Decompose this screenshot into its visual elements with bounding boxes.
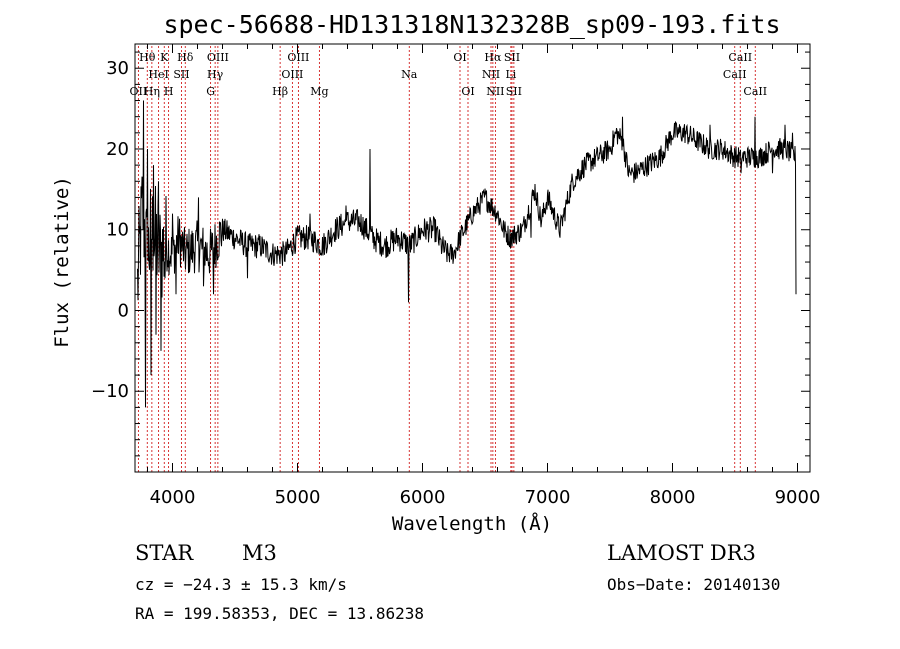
spectral-line-label: H — [164, 85, 174, 98]
x-tick-label: 7000 — [525, 487, 571, 508]
spectral-line-label: SII — [504, 51, 520, 64]
survey-name: LAMOST DR3 — [607, 541, 756, 565]
spectral-line-label: Hθ — [139, 51, 156, 64]
spectral-line-label: NII — [482, 68, 500, 81]
x-tick-label: 9000 — [775, 487, 821, 508]
y-tick-label: 10 — [106, 220, 129, 241]
obs-date-text: Obs−Date: 20140130 — [607, 575, 780, 594]
x-tick-label: 4000 — [150, 487, 196, 508]
spectral-line-label: K — [160, 51, 169, 64]
x-axis-ticks: 4000 5000 6000 7000 8000 9000 — [147, 44, 821, 508]
coordinates-text: RA = 199.58353, DEC = 13.86238 — [135, 604, 424, 623]
spectral-line-label: Hδ — [177, 51, 194, 64]
spectral-line-label: HeI — [148, 68, 168, 81]
y-tick-label: −10 — [91, 381, 129, 402]
spectral-line-label: Li — [505, 68, 516, 81]
spectral-line-label: Na — [401, 68, 418, 81]
spectral-line-label: SII — [506, 85, 522, 98]
y-tick-label: 0 — [118, 300, 129, 321]
object-class: STAR — [135, 541, 194, 565]
spectral-line-label: NII — [486, 85, 504, 98]
y-axis-ticks: −10 0 10 20 30 — [91, 51, 810, 457]
spectral-line-label: OI — [453, 51, 466, 64]
spectral-line-label: Mg — [310, 85, 328, 98]
spectral-line-label: CaII — [728, 51, 752, 64]
spectral-line-label: SII — [173, 68, 189, 81]
y-axis-label: Flux (relative) — [51, 176, 73, 348]
y-tick-label: 30 — [106, 58, 129, 79]
x-axis-label: Wavelength (Å) — [392, 512, 552, 535]
plot-frame — [134, 43, 811, 473]
y-tick-label: 20 — [106, 139, 129, 160]
spectral-line-label: OII — [130, 85, 148, 98]
spectral-line-label: Hγ — [207, 68, 224, 81]
object-subclass: M3 — [242, 541, 277, 565]
spectral-line-label: Hβ — [272, 85, 288, 98]
chart-title: spec-56688-HD131318N132328B_sp09-193.fit… — [163, 10, 780, 39]
spectrum-line — [137, 100, 797, 408]
spectral-line-label: Hη — [144, 85, 160, 98]
spectral-line-label: CaII — [743, 85, 767, 98]
spectral-line-label: OIII — [287, 51, 309, 64]
spectral-line-labels: OII Hθ Hη HeI K H SII Hδ G Hγ OIII Hβ OIII OIII Mg Na OI… — [130, 51, 768, 98]
spectral-line-label: CaII — [723, 68, 747, 81]
spectral-line-label: Hα — [484, 51, 502, 64]
spectral-line-label: OI — [461, 85, 474, 98]
spectral-line-label: G — [206, 85, 215, 98]
redshift-text: cz = −24.3 ± 15.3 km/s — [135, 575, 347, 594]
spectral-line-label: OIII — [281, 68, 303, 81]
x-tick-label: 8000 — [650, 487, 696, 508]
spectral-line-label: OIII — [207, 51, 229, 64]
x-tick-label: 6000 — [400, 487, 446, 508]
x-tick-label: 5000 — [275, 487, 321, 508]
